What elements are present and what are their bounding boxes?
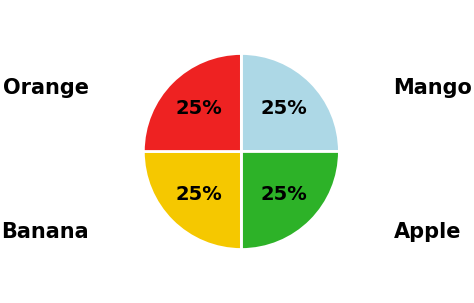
Text: 25%: 25% xyxy=(175,99,222,118)
Text: Mango: Mango xyxy=(393,78,473,98)
Text: 25%: 25% xyxy=(261,185,308,204)
Wedge shape xyxy=(143,152,241,250)
Text: 25%: 25% xyxy=(175,185,222,204)
Text: Banana: Banana xyxy=(1,222,89,242)
Wedge shape xyxy=(143,53,241,152)
Text: Apple: Apple xyxy=(393,222,461,242)
Wedge shape xyxy=(241,53,339,152)
Text: Orange: Orange xyxy=(3,78,89,98)
Wedge shape xyxy=(241,152,339,250)
Text: 25%: 25% xyxy=(261,99,308,118)
